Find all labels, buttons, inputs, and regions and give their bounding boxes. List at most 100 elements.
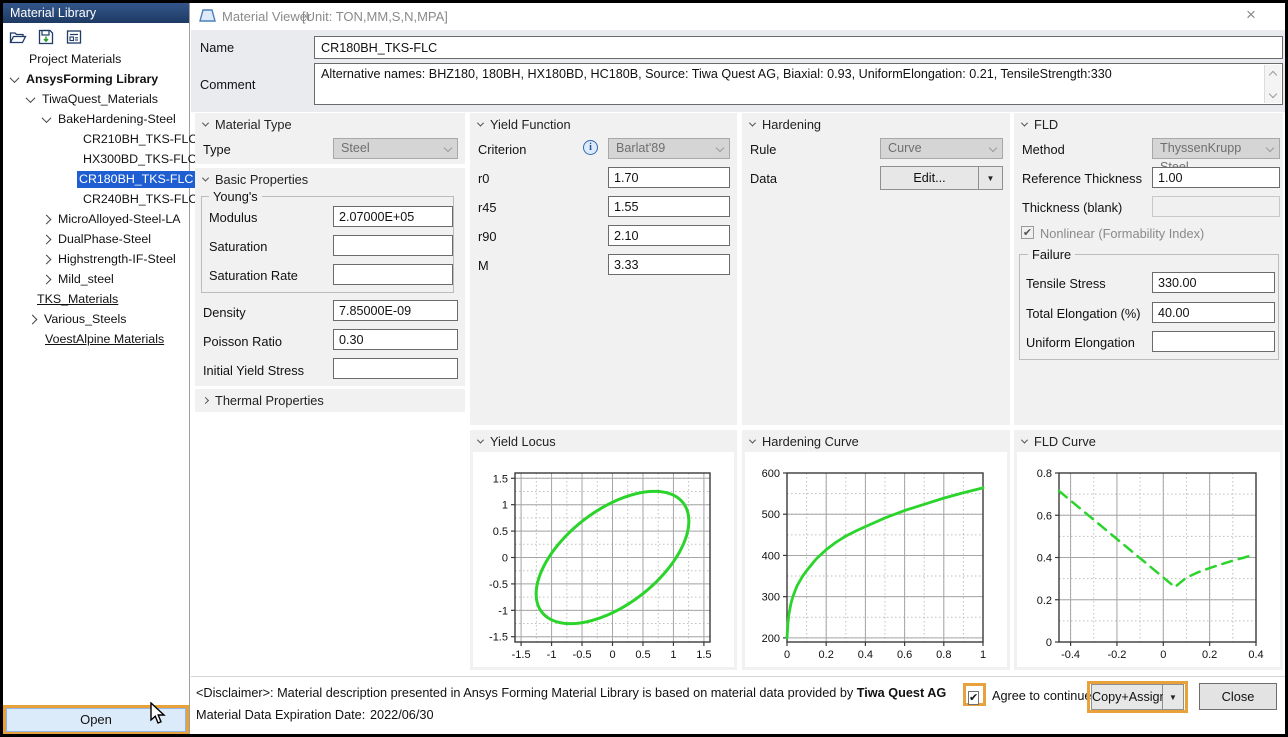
initial-yield-stress-input[interactable] bbox=[333, 358, 458, 379]
r45-label: r45 bbox=[478, 200, 497, 215]
svg-text:0.8: 0.8 bbox=[1037, 468, 1052, 480]
close-icon[interactable]: × bbox=[1246, 5, 1256, 24]
tree-item-label: Project Materials bbox=[29, 51, 122, 66]
svg-text:-1: -1 bbox=[547, 649, 557, 661]
svg-text:-1: -1 bbox=[498, 605, 508, 617]
chevron-right-icon[interactable] bbox=[41, 214, 52, 224]
svg-text:0: 0 bbox=[1160, 649, 1166, 661]
tree-item[interactable]: HX300BD_TKS-FLC bbox=[3, 149, 197, 169]
tree-item[interactable]: Mild_steel bbox=[3, 269, 189, 289]
save-icon[interactable] bbox=[37, 28, 55, 46]
thermal-properties-header[interactable]: Thermal Properties bbox=[201, 393, 324, 408]
tree-item[interactable]: MicroAlloyed-Steel-LA bbox=[3, 209, 189, 229]
total-elongation-input[interactable] bbox=[1152, 302, 1275, 323]
fld-header[interactable]: FLD bbox=[1020, 117, 1058, 132]
tree-item[interactable]: CR240BH_TKS-FLC bbox=[3, 189, 197, 209]
copy-assign-button[interactable]: Copy+Assign bbox=[1091, 684, 1167, 710]
tensile-stress-input[interactable] bbox=[1152, 272, 1275, 293]
chevron-up-icon[interactable] bbox=[1268, 70, 1278, 79]
comment-scrollbar[interactable] bbox=[1264, 65, 1281, 103]
chevron-right-icon[interactable] bbox=[27, 314, 38, 324]
chevron-right-icon[interactable] bbox=[41, 234, 52, 244]
agree-checkbox[interactable]: ✔ bbox=[968, 691, 980, 705]
tree-item[interactable]: Highstrength-IF-Steel bbox=[3, 249, 189, 269]
tree-item[interactable]: TKS_Materials bbox=[3, 289, 189, 309]
svg-text:0.5: 0.5 bbox=[635, 649, 650, 661]
poisson-ratio-input[interactable] bbox=[333, 329, 458, 350]
tree-item[interactable]: Various_Steels bbox=[3, 309, 189, 329]
tree-item[interactable]: BakeHardening-Steel bbox=[3, 109, 189, 129]
mouse-cursor bbox=[148, 701, 170, 731]
svg-text:300: 300 bbox=[762, 592, 780, 604]
svg-text:0.2: 0.2 bbox=[819, 649, 834, 661]
edit-dropdown-arrow[interactable]: ▼ bbox=[979, 166, 1003, 190]
tree-item-label: AnsysForming Library bbox=[26, 71, 159, 86]
r45-input[interactable] bbox=[608, 196, 730, 217]
hardening-header[interactable]: Hardening bbox=[748, 117, 821, 132]
tree-item[interactable]: VoestAlpine Materials bbox=[3, 329, 189, 349]
chevron-down-icon[interactable] bbox=[1268, 89, 1278, 98]
saturation-rate-input[interactable] bbox=[333, 264, 453, 285]
r0-input[interactable] bbox=[608, 167, 730, 188]
material-type-header[interactable]: Material Type bbox=[201, 117, 292, 132]
chevron-down-icon bbox=[1020, 436, 1029, 444]
method-label: Method bbox=[1022, 142, 1065, 157]
uniform-elongation-input[interactable] bbox=[1152, 331, 1275, 352]
tree-item[interactable]: CR210BH_TKS-FLC bbox=[3, 129, 197, 149]
tree-item-label: VoestAlpine Materials bbox=[45, 331, 165, 346]
density-input[interactable] bbox=[333, 300, 458, 321]
fld-curve-chart: -0.4 -0.2 0 0.2 0.4 0 0.2 0.4 0.6 0.8 bbox=[1017, 452, 1280, 667]
tree-item[interactable]: TiwaQuest_Materials bbox=[3, 89, 189, 109]
svg-text:0.4: 0.4 bbox=[1037, 553, 1052, 565]
initial-yield-stress-label: Initial Yield Stress bbox=[203, 363, 305, 378]
sidebar-title: Material Library bbox=[3, 3, 189, 23]
footer-divider bbox=[191, 676, 1285, 677]
tree-item[interactable]: Project Materials bbox=[3, 49, 189, 69]
yield-locus-header[interactable]: Yield Locus bbox=[476, 434, 556, 449]
chevron-right-icon[interactable] bbox=[41, 274, 52, 284]
chevron-down-icon[interactable] bbox=[25, 92, 36, 103]
basic-properties-header[interactable]: Basic Properties bbox=[201, 172, 308, 187]
svg-text:0.6: 0.6 bbox=[897, 649, 912, 661]
modulus-input[interactable] bbox=[333, 206, 453, 227]
report-icon[interactable] bbox=[65, 28, 83, 46]
saturation-input[interactable] bbox=[333, 235, 453, 256]
chevron-down-icon bbox=[748, 119, 757, 127]
svg-text:500: 500 bbox=[762, 509, 780, 521]
svg-text:0.6: 0.6 bbox=[1037, 510, 1052, 522]
svg-text:1: 1 bbox=[980, 649, 986, 661]
info-icon[interactable]: i bbox=[583, 140, 598, 155]
chevron-down-icon[interactable] bbox=[9, 72, 20, 83]
tree-item-label: HX300BD_TKS-FLC bbox=[83, 151, 197, 166]
edit-button[interactable]: Edit... bbox=[880, 166, 979, 190]
expiration-label: Material Data Expiration Date: bbox=[196, 708, 366, 722]
tree-item-label: Mild_steel bbox=[58, 271, 114, 286]
open-folder-icon[interactable] bbox=[9, 28, 27, 46]
r90-input[interactable] bbox=[608, 225, 730, 246]
tree-item[interactable]: CR180BH_TKS-FLC bbox=[3, 169, 198, 189]
svg-text:0: 0 bbox=[784, 649, 790, 661]
rule-dropdown: Curve bbox=[880, 138, 1003, 159]
disclaimer-provider: Tiwa Quest AG bbox=[856, 686, 947, 700]
chevron-down-icon[interactable] bbox=[41, 112, 52, 123]
svg-text:0.4: 0.4 bbox=[858, 649, 873, 661]
name-input[interactable] bbox=[314, 36, 1283, 59]
hardening-curve-header[interactable]: Hardening Curve bbox=[748, 434, 859, 449]
m-input[interactable] bbox=[608, 254, 730, 275]
comment-input[interactable]: Alternative names: BHZ180, 180BH, HX180B… bbox=[314, 63, 1283, 105]
reference-thickness-input[interactable] bbox=[1152, 167, 1280, 188]
svg-text:0.2: 0.2 bbox=[1202, 649, 1217, 661]
svg-text:1.5: 1.5 bbox=[696, 649, 711, 661]
chevron-down-icon bbox=[715, 143, 725, 153]
fld-curve-header[interactable]: FLD Curve bbox=[1020, 434, 1096, 449]
svg-text:0.8: 0.8 bbox=[936, 649, 951, 661]
close-button[interactable]: Close bbox=[1199, 683, 1277, 710]
chevron-right-icon[interactable] bbox=[41, 254, 52, 264]
agree-label: Agree to continue bbox=[992, 689, 1092, 703]
criterion-dropdown: Barlat'89 bbox=[608, 138, 730, 159]
tree-item[interactable]: DualPhase-Steel bbox=[3, 229, 189, 249]
copy-assign-dropdown-arrow[interactable]: ▼ bbox=[1163, 684, 1184, 710]
svg-text:0.4: 0.4 bbox=[1248, 649, 1263, 661]
yield-function-header[interactable]: Yield Function bbox=[476, 117, 571, 132]
tree-item[interactable]: AnsysForming Library bbox=[3, 69, 189, 89]
